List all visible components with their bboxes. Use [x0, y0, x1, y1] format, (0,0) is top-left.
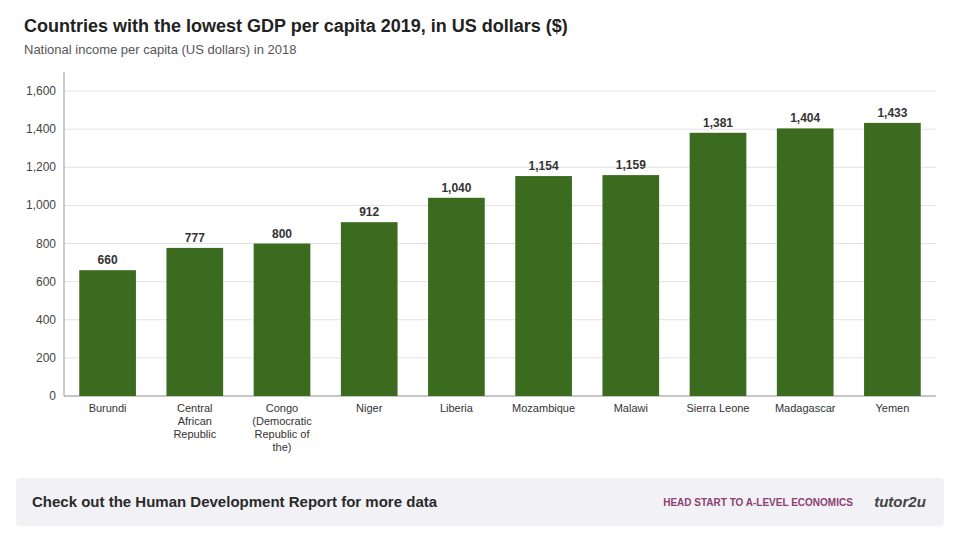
x-tick-label-line: (Democratic: [252, 415, 312, 427]
title: Countries with the lowest GDP per capita…: [24, 16, 568, 36]
grid-line: [64, 91, 936, 92]
data-label: 800: [272, 227, 292, 241]
x-tick-label: Liberia: [440, 402, 474, 414]
x-tick-label-line: Malawi: [614, 402, 648, 414]
x-tick-label: CentralAfricanRepublic: [173, 402, 216, 440]
x-tick-label-line: Republic: [173, 428, 216, 440]
y-tick-label: 400: [36, 313, 56, 327]
bar: [777, 128, 834, 396]
bar: [254, 244, 311, 396]
data-label: 1,040: [441, 181, 471, 195]
bar: [428, 198, 485, 396]
data-label: 1,381: [703, 116, 733, 130]
chart-svg: Countries with the lowest GDP per capita…: [0, 0, 960, 540]
x-tick-label-line: Madagascar: [775, 402, 836, 414]
x-tick-label: Niger: [356, 402, 383, 414]
bar: [341, 222, 398, 396]
background: [0, 0, 960, 540]
x-tick-label: Burundi: [89, 402, 127, 414]
badge-text: HEAD START TO A-LEVEL ECONOMICS: [663, 497, 853, 508]
grid: [64, 91, 936, 396]
data-label: 1,404: [790, 111, 820, 125]
y-tick-label: 1,000: [26, 198, 56, 212]
y-tick-label: 200: [36, 351, 56, 365]
data-label: 1,154: [529, 159, 559, 173]
x-tick-label-line: Sierra Leone: [687, 402, 750, 414]
subtitle: National income per capita (US dollars) …: [24, 42, 296, 57]
x-tick-label: Mozambique: [512, 402, 575, 414]
data-label: 1,433: [877, 106, 907, 120]
x-tick-label-line: Liberia: [440, 402, 474, 414]
bar: [515, 176, 572, 396]
x-tick-label-line: the): [273, 441, 292, 453]
x-tick-label: Congo(DemocraticRepublic ofthe): [252, 402, 312, 453]
footer-text: Check out the Human Development Report f…: [32, 493, 438, 510]
y-tick-label: 1,400: [26, 122, 56, 136]
x-tick-label-line: Yemen: [875, 402, 909, 414]
x-tick-label-line: African: [178, 415, 212, 427]
x-tick-label: Madagascar: [775, 402, 836, 414]
x-tick-label: Sierra Leone: [687, 402, 750, 414]
y-tick-label: 600: [36, 275, 56, 289]
y-tick-label: 0: [49, 389, 56, 403]
x-tick-label-line: Burundi: [89, 402, 127, 414]
data-label: 912: [359, 205, 379, 219]
x-tick-label-line: Central: [177, 402, 212, 414]
bar: [864, 123, 921, 396]
bar: [690, 133, 747, 396]
x-tick-label-line: Republic of: [254, 428, 310, 440]
y-tick-label: 1,200: [26, 160, 56, 174]
bar: [602, 175, 659, 396]
bar: [79, 270, 136, 396]
x-tick-label-line: Niger: [356, 402, 383, 414]
y-tick-label: 1,600: [26, 84, 56, 98]
y-axis-line: [64, 72, 65, 396]
x-tick-label-line: Congo: [266, 402, 298, 414]
x-tick-label-line: Mozambique: [512, 402, 575, 414]
data-label: 660: [98, 253, 118, 267]
bar: [166, 248, 223, 396]
x-tick-label: Yemen: [875, 402, 909, 414]
data-label: 777: [185, 231, 205, 245]
data-label: 1,159: [616, 158, 646, 172]
y-tick-label: 800: [36, 237, 56, 251]
footer-box: [16, 478, 944, 526]
x-tick-label: Malawi: [614, 402, 648, 414]
logo-text: tutor2u: [874, 493, 926, 510]
